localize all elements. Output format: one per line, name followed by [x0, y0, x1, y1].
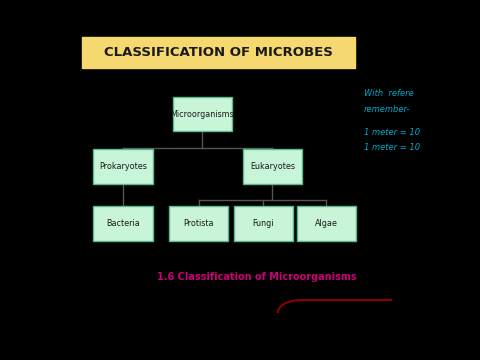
FancyBboxPatch shape [82, 37, 355, 68]
Text: 1.6 Classification of Microorganisms: 1.6 Classification of Microorganisms [157, 272, 357, 282]
Text: Eukaryotes: Eukaryotes [250, 162, 295, 171]
FancyBboxPatch shape [169, 206, 228, 240]
Text: Fungi: Fungi [252, 219, 274, 228]
Text: remember-: remember- [364, 105, 411, 114]
FancyBboxPatch shape [172, 97, 232, 131]
Text: Protista: Protista [183, 219, 214, 228]
FancyBboxPatch shape [93, 149, 153, 184]
Text: Prokaryotes: Prokaryotes [99, 162, 147, 171]
Text: With  refere: With refere [364, 89, 414, 98]
Text: Microorganisms: Microorganisms [170, 110, 234, 119]
FancyBboxPatch shape [243, 149, 302, 184]
Text: Algae: Algae [315, 219, 338, 228]
Text: 1 meter = 10: 1 meter = 10 [364, 128, 420, 137]
Text: 1 meter = 10: 1 meter = 10 [364, 143, 420, 152]
Text: CLASSIFICATION OF MICROBES: CLASSIFICATION OF MICROBES [104, 46, 333, 59]
FancyBboxPatch shape [234, 206, 293, 240]
Text: Bacteria: Bacteria [106, 219, 140, 228]
FancyBboxPatch shape [93, 206, 153, 240]
FancyBboxPatch shape [297, 206, 356, 240]
